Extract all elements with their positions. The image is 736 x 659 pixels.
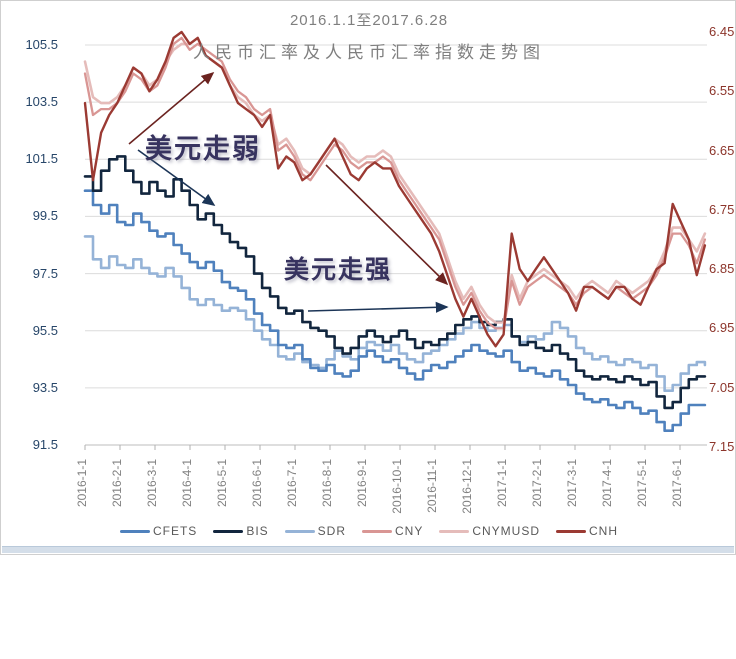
left-axis-tick-label: 105.5 [25,37,58,52]
x-axis-tick-label: 2016-11-1 [425,459,439,513]
x-axis-tick-label: 2017-1-1 [495,459,509,508]
x-axis-tick-label: 2017-6-1 [670,459,684,508]
x-axis-tick-label: 2017-5-1 [635,459,649,508]
legend-item-bis[interactable]: BIS [213,524,268,538]
right-axis-tick-label: 7.05 [709,379,735,395]
chart-title-main: 人民币汇率及人民币汇率指数走势图 [193,43,545,62]
x-axis-tick-label: 2016-8-1 [320,459,334,508]
legend-label: SDR [317,524,346,538]
x-axis-tick-label: 2016-2-1 [110,459,124,508]
legend-swatch-cny [362,529,392,533]
legend-swatch-bis [213,529,244,533]
x-axis-tick-label: 2016-3-1 [145,459,159,508]
series-line-cfets[interactable] [83,189,707,432]
annotation-dollar-strengthening: 美元走强 [284,256,393,284]
legend-swatch-cnh [556,529,587,533]
chart-canvas [83,30,707,450]
window-bottom-edge [2,546,734,553]
legend-item-cny[interactable]: CNY [362,524,423,538]
right-axis-tick-label: 6.85 [709,261,735,277]
x-axis-tick-label: 2016-5-1 [215,459,229,508]
legend-swatch-cfets [119,529,150,533]
x-axis-tick-label: 2016-12-1 [460,459,474,514]
legend-label: CNY [395,524,424,538]
left-axis-tick-label: 97.5 [32,265,58,281]
legend-swatch-sdr [284,529,315,533]
chart-legend: CFETS BIS SDR CNY CNYMUSD CNH [1,524,736,538]
x-axis-tick-label: 2016-6-1 [250,459,264,508]
left-axis-tick-label: 103.5 [25,94,58,110]
x-axis-tick-label: 2016-4-1 [180,459,194,508]
left-axis-tick-label: 95.5 [32,322,58,338]
legend-label: CFETS [152,524,198,538]
chart-window: 2016.1.1至2017.6.28 人民币汇率及人民币汇率指数走势图 美元走弱… [0,0,736,555]
annotation-arrow [307,301,449,313]
legend-label: CNH [589,524,619,538]
right-axis-tick-label: 7.15 [709,438,735,454]
legend-item-cnymusd[interactable]: CNYMUSD [439,524,540,538]
left-axis-tick-label: 101.5 [25,151,58,167]
x-axis-tick-label: 2017-4-1 [600,459,614,508]
x-axis-tick-label: 2016-9-1 [355,459,369,508]
legend-item-cnh[interactable]: CNH [556,524,618,538]
legend-item-sdr[interactable]: SDR [284,524,346,538]
annotation-arrow [128,71,215,145]
legend-label: CNYMUSD [472,524,541,538]
left-axis-tick-label: 93.5 [32,379,58,395]
right-axis-tick-label: 6.95 [709,320,735,336]
series-line-cny[interactable] [83,36,707,330]
left-axis-tick-label: 99.5 [32,208,58,224]
series-line-cnh[interactable] [83,30,707,348]
series-line-bis[interactable] [83,155,707,410]
x-axis-tick-label: 2016-1-1 [75,459,89,508]
right-axis-tick-label: 6.65 [709,142,735,158]
right-axis-tick-label: 6.55 [709,83,735,99]
legend-label: BIS [246,524,269,538]
series-line-sdr[interactable] [83,235,707,392]
x-axis-tick-label: 2017-2-1 [530,459,544,508]
x-axis-tick-label: 2017-3-1 [565,459,579,508]
annotation-arrow [325,164,449,286]
left-axis-tick-label: 91.5 [32,436,58,452]
annotation-arrow [137,149,216,206]
right-axis-tick-label: 6.75 [709,201,735,217]
x-axis-tick-label: 2016-7-1 [285,459,299,508]
x-axis-tick-label: 2016-10-1 [390,459,404,514]
legend-swatch-cnymusd [439,529,470,533]
right-axis-tick-label: 6.45 [709,24,735,39]
legend-item-cfets[interactable]: CFETS [119,524,198,538]
chart-title-date-range: 2016.1.1至2017.6.28 [289,12,449,29]
annotation-dollar-weakening: 美元走弱 [145,134,261,164]
